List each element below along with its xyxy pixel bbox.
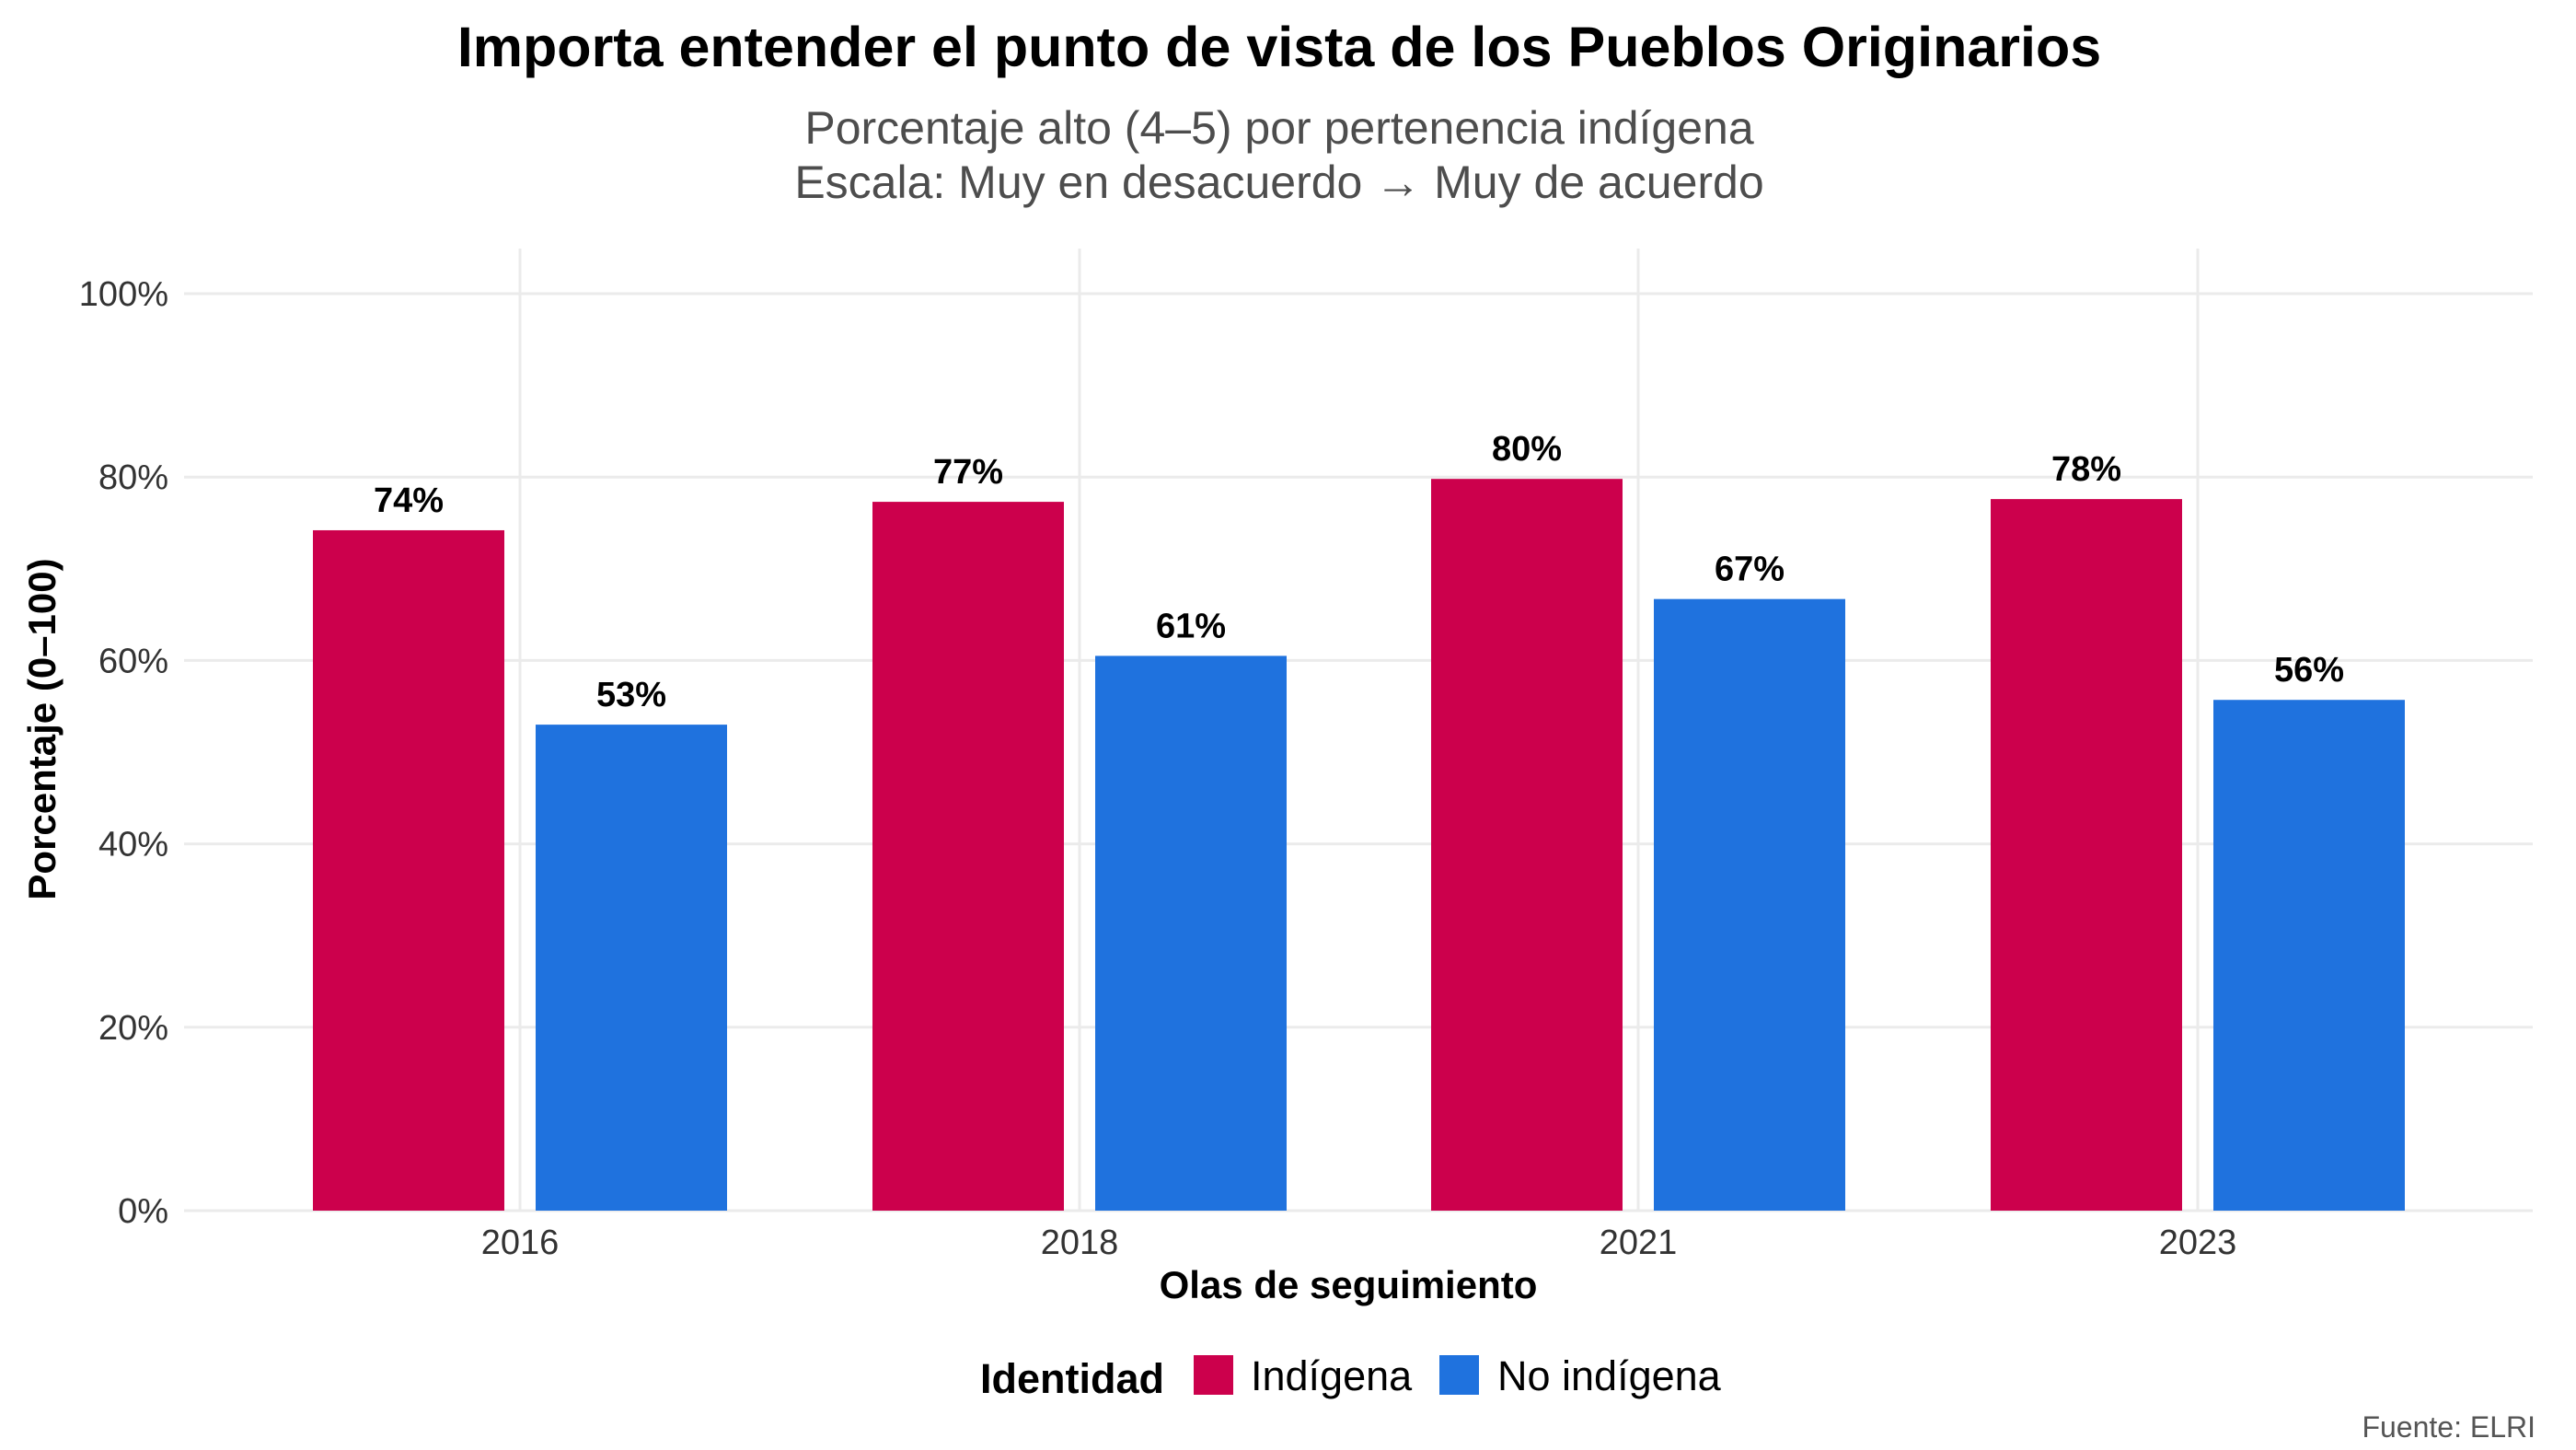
data-labels: 74% 77% 80% 78% 53% 61% 67% 56% <box>374 430 2344 714</box>
y-tick-label: 0% <box>118 1192 168 1231</box>
x-axis-ticks: 2016 2018 2021 2023 <box>481 1224 2237 1262</box>
y-tick-label: 80% <box>98 458 168 497</box>
bar-no-indigena <box>1095 655 1287 1211</box>
chart-caption: Fuente: ELRI <box>2362 1410 2536 1444</box>
bar-no-indigena <box>536 725 727 1211</box>
legend-key <box>1194 1355 1233 1395</box>
y-tick-label: 40% <box>98 826 168 864</box>
chart-title: Importa entender el punto de vista de lo… <box>457 16 2101 78</box>
bar-value-label: 80% <box>1492 430 1562 469</box>
legend-title: Identidad <box>980 1355 1164 1402</box>
x-tick-label: 2018 <box>1041 1224 1119 1262</box>
x-tick-label: 2023 <box>2159 1224 2237 1262</box>
y-tick-label: 100% <box>79 275 168 314</box>
y-axis-ticks: 0% 20% 40% 60% 80% 100% <box>79 275 168 1231</box>
legend-label: Indígena <box>1251 1352 1413 1399</box>
legend-key <box>1439 1355 1479 1395</box>
bar-value-label: 78% <box>2051 450 2121 489</box>
legend: Identidad Indígena No indígena <box>980 1352 1722 1402</box>
chart-subtitle-line-2: Escala: Muy en desacuerdo → Muy de acuer… <box>794 157 1763 208</box>
bar-indigena <box>313 529 504 1211</box>
y-tick-label: 60% <box>98 642 168 680</box>
bar-indigena <box>1431 479 1623 1211</box>
x-axis-title: Olas de seguimiento <box>1160 1263 1538 1306</box>
bar-value-label: 77% <box>933 453 1003 492</box>
bar-indigena <box>1991 499 2182 1211</box>
bar-value-label: 67% <box>1715 551 1785 589</box>
bar-value-label: 61% <box>1156 607 1226 645</box>
y-tick-label: 20% <box>98 1009 168 1048</box>
x-tick-label: 2016 <box>481 1224 560 1262</box>
bar-value-label: 74% <box>374 481 444 520</box>
bar-value-label: 56% <box>2274 651 2344 690</box>
x-tick-label: 2021 <box>1600 1224 1678 1262</box>
bar-indigena <box>872 502 1064 1211</box>
chart-subtitle-line-1: Porcentaje alto (4–5) por pertenencia in… <box>804 102 1753 154</box>
bar-no-indigena <box>1654 598 1845 1211</box>
bar-no-indigena <box>2213 700 2405 1211</box>
bar-value-label: 53% <box>596 676 666 714</box>
y-axis-title: Porcentaje (0–100) <box>20 558 64 899</box>
bars <box>313 479 2405 1211</box>
legend-label: No indígena <box>1497 1352 1722 1399</box>
